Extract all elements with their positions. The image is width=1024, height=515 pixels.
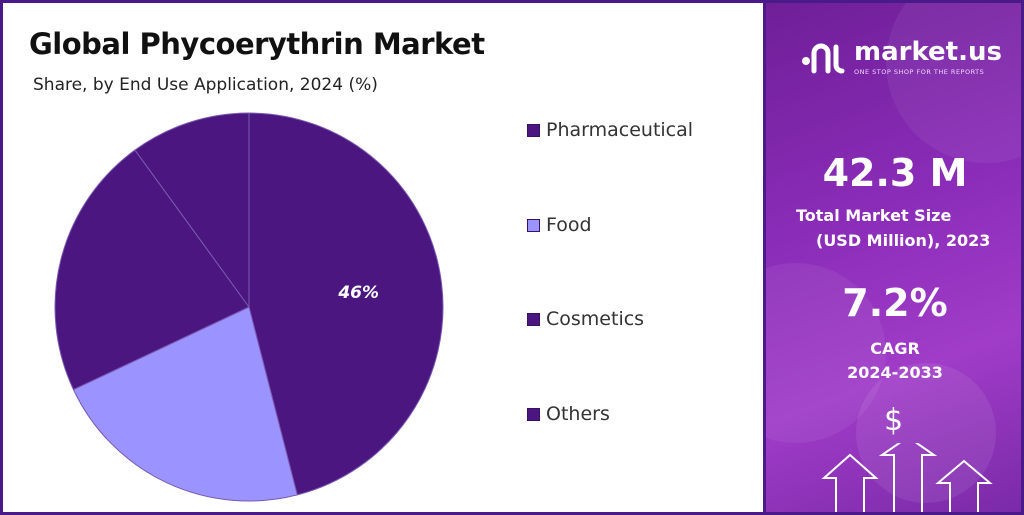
pie-slice-cosmetics <box>54 149 250 391</box>
pie-slice-food <box>72 306 298 502</box>
legend-swatch-food <box>527 218 540 232</box>
decorative-blob <box>856 363 996 503</box>
pie-chart: 46% <box>54 112 444 502</box>
decorative-blob <box>886 3 1021 163</box>
market-us-logo-icon <box>802 43 845 74</box>
summary-panel: market.us ONE STOP SHOP FOR THE REPORTS … <box>763 3 1021 512</box>
chart-panel: Global Phycoerythrin Market Share, by En… <box>3 3 760 512</box>
cagr-period: 2024-2033 <box>847 363 943 382</box>
legend-label-cosmetics: Cosmetics <box>546 308 645 330</box>
legend-swatch-cosmetics <box>527 312 540 326</box>
pie-slice-others <box>134 112 250 309</box>
brand-logo: market.us ONE STOP SHOP FOR THE REPORTS <box>800 37 1002 77</box>
cagr-value: 7.2% <box>842 281 948 325</box>
chart-title: Global Phycoerythrin Market <box>29 27 485 61</box>
chart-subtitle: Share, by End Use Application, 2024 (%) <box>33 75 378 95</box>
legend-item-others: Others <box>527 402 610 426</box>
growth-arrows-icon <box>821 443 993 512</box>
legend-swatch-others <box>527 407 540 421</box>
market-size-label-line1: Total Market Size <box>796 206 952 225</box>
market-size-value: 42.3 M <box>822 151 968 195</box>
data-label-pharmaceutical: 46% <box>337 283 379 303</box>
legend-label-others: Others <box>546 403 610 425</box>
market-size-label-line2: (USD Million), 2023 <box>816 231 991 250</box>
pie-slice-pharmaceutical <box>248 112 444 496</box>
legend-item-cosmetics: Cosmetics <box>527 307 644 331</box>
legend-label-pharmaceutical: Pharmaceutical <box>546 119 694 141</box>
legend-item-pharmaceutical: Pharmaceutical <box>527 118 693 142</box>
brand-tagline: ONE STOP SHOP FOR THE REPORTS <box>854 67 985 76</box>
dollar-icon: $ <box>884 403 904 438</box>
brand-name: market.us <box>854 36 1002 67</box>
legend-item-food: Food <box>527 213 592 237</box>
cagr-label: CAGR <box>870 339 920 358</box>
legend-swatch-pharmaceutical <box>527 123 540 137</box>
legend-label-food: Food <box>546 214 592 236</box>
